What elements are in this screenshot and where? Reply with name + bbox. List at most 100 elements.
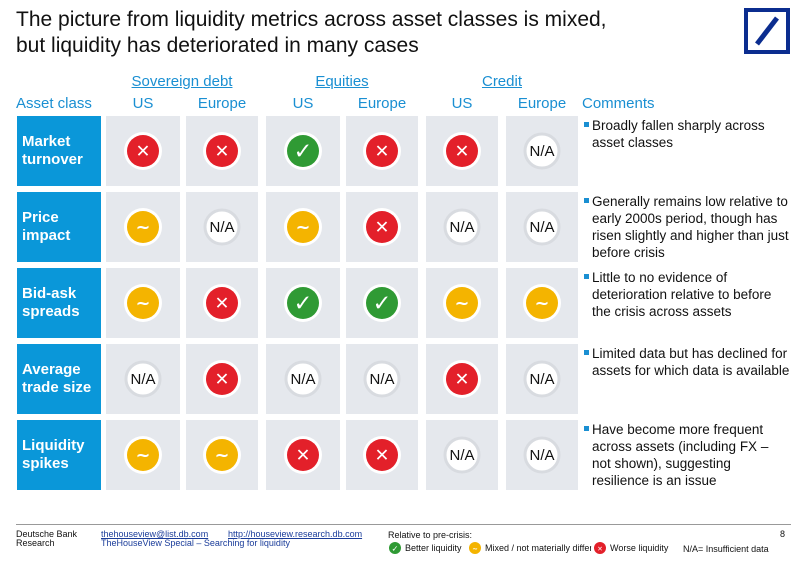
asset-label: Bid-ask bbox=[22, 285, 77, 302]
status-icon: N/A bbox=[523, 360, 561, 398]
asset-label: Market bbox=[22, 133, 71, 150]
status-icon: ✕ bbox=[363, 208, 401, 246]
status-icon: ✓ bbox=[363, 284, 401, 322]
icon-disc bbox=[446, 135, 478, 167]
icon-disc bbox=[287, 135, 319, 167]
asset-cell: Market turnover bbox=[17, 116, 101, 186]
status-icon: N/A bbox=[523, 208, 561, 246]
icon-disc bbox=[366, 211, 398, 243]
asset-cell: Price impact bbox=[17, 192, 101, 262]
icon-disc bbox=[523, 208, 561, 246]
comment: Little to no evidence of deterioration r… bbox=[584, 269, 790, 320]
icon-disc bbox=[206, 287, 238, 319]
status-icon: ✕ bbox=[203, 360, 241, 398]
asset-label: Price bbox=[22, 209, 59, 226]
icon-symbol: ✕ bbox=[296, 446, 311, 466]
footer-email[interactable]: thehouseview@list.db.com bbox=[101, 529, 209, 539]
footer-publication: TheHouseView Special – Searching for liq… bbox=[101, 538, 290, 548]
icon-disc bbox=[443, 208, 481, 246]
icon-disc bbox=[287, 287, 319, 319]
title-line: but liquidity has deteriorated in many c… bbox=[16, 34, 419, 57]
status-icon: ✓ bbox=[386, 539, 404, 557]
footer-rule bbox=[16, 524, 791, 525]
legend-label: Better liquidity bbox=[405, 543, 462, 553]
logo bbox=[744, 8, 790, 54]
icon-disc bbox=[594, 542, 606, 554]
icon-symbol: N/A bbox=[449, 447, 474, 464]
icon-disc bbox=[124, 360, 162, 398]
asset-cell: Liquidity spikes bbox=[17, 420, 101, 490]
asset-label: spreads bbox=[22, 303, 80, 320]
icon-symbol: ✕ bbox=[215, 142, 230, 162]
status-icon: N/A bbox=[443, 208, 481, 246]
icon-disc bbox=[523, 360, 561, 398]
subcolumn-header: US bbox=[451, 95, 473, 112]
footer-url[interactable]: http://houseview.research.db.com bbox=[228, 529, 363, 539]
subcolumn-header: Europe bbox=[197, 95, 247, 112]
status-icon: N/A bbox=[284, 360, 322, 398]
icon-disc bbox=[203, 208, 241, 246]
icon-symbol: ~ bbox=[136, 446, 151, 466]
icon-disc bbox=[127, 287, 159, 319]
icon-disc bbox=[127, 135, 159, 167]
icon-symbol: N/A bbox=[529, 143, 554, 160]
group-header: Sovereign debt bbox=[131, 73, 233, 90]
icon-disc bbox=[363, 360, 401, 398]
icon-disc bbox=[366, 135, 398, 167]
icon-disc bbox=[469, 542, 481, 554]
group-header: Credit bbox=[481, 73, 522, 90]
status-icon: ✕ bbox=[203, 132, 241, 170]
legend-label: Mixed / not materially different bbox=[485, 543, 605, 553]
icon-disc bbox=[284, 360, 322, 398]
comments-header: Comments bbox=[582, 95, 655, 112]
legend-label: = Insufficient data bbox=[698, 544, 769, 554]
subcolumn-header: Europe bbox=[517, 95, 567, 112]
status-icon: N/A bbox=[523, 436, 561, 474]
icon-disc bbox=[206, 135, 238, 167]
asset-label: spikes bbox=[22, 455, 69, 472]
comment: Limited data but has declined for assets… bbox=[584, 345, 790, 379]
status-icon: ~ bbox=[124, 436, 162, 474]
asset-cell: Average trade size bbox=[17, 344, 101, 414]
icon-symbol: ✕ bbox=[375, 218, 390, 238]
icon-disc bbox=[127, 211, 159, 243]
icon-symbol: N/A bbox=[369, 371, 394, 388]
asset-label: impact bbox=[22, 227, 71, 244]
status-icon: N/A bbox=[203, 208, 241, 246]
status-icon: ✕ bbox=[443, 132, 481, 170]
status-icon: ✓ bbox=[284, 132, 322, 170]
status-icon: ✓ bbox=[284, 284, 322, 322]
icon-symbol: ✕ bbox=[215, 294, 230, 314]
status-icon: ✕ bbox=[363, 132, 401, 170]
status-icon: N/A bbox=[523, 132, 561, 170]
icon-symbol: N/A bbox=[290, 371, 315, 388]
icon-symbol: N/A bbox=[529, 219, 554, 236]
icon-disc bbox=[127, 439, 159, 471]
icon-symbol: N/A bbox=[529, 447, 554, 464]
status-icon: ~ bbox=[523, 284, 561, 322]
subcolumn-header: US bbox=[132, 95, 154, 112]
status-icon: ~ bbox=[443, 284, 481, 322]
asset-cell: Bid-ask spreads bbox=[17, 268, 101, 338]
icon-disc bbox=[206, 363, 238, 395]
status-icon: ✕ bbox=[284, 436, 322, 474]
icon-symbol: ✕ bbox=[455, 370, 470, 390]
subcolumn-header: Europe bbox=[357, 95, 407, 112]
icon-disc bbox=[523, 436, 561, 474]
asset-label: Liquidity bbox=[22, 437, 85, 454]
icon-disc bbox=[446, 363, 478, 395]
subcolumn-header: US bbox=[292, 95, 314, 112]
icon-symbol: ~ bbox=[215, 446, 230, 466]
icon-disc bbox=[366, 287, 398, 319]
icon-symbol: N/A bbox=[529, 371, 554, 388]
footer-org: Deutsche Bank bbox=[16, 529, 78, 539]
status-icon: N/A bbox=[363, 360, 401, 398]
icon-symbol: ✕ bbox=[375, 446, 390, 466]
icon-symbol: ✕ bbox=[215, 370, 230, 390]
comment: Broadly fallen sharply across asset clas… bbox=[584, 117, 790, 151]
status-icon: ~ bbox=[466, 539, 484, 557]
icon-symbol: ~ bbox=[136, 294, 151, 314]
asset-header: Asset class bbox=[16, 95, 92, 112]
icon-symbol: ~ bbox=[136, 218, 151, 238]
asset-label: turnover bbox=[22, 151, 83, 168]
